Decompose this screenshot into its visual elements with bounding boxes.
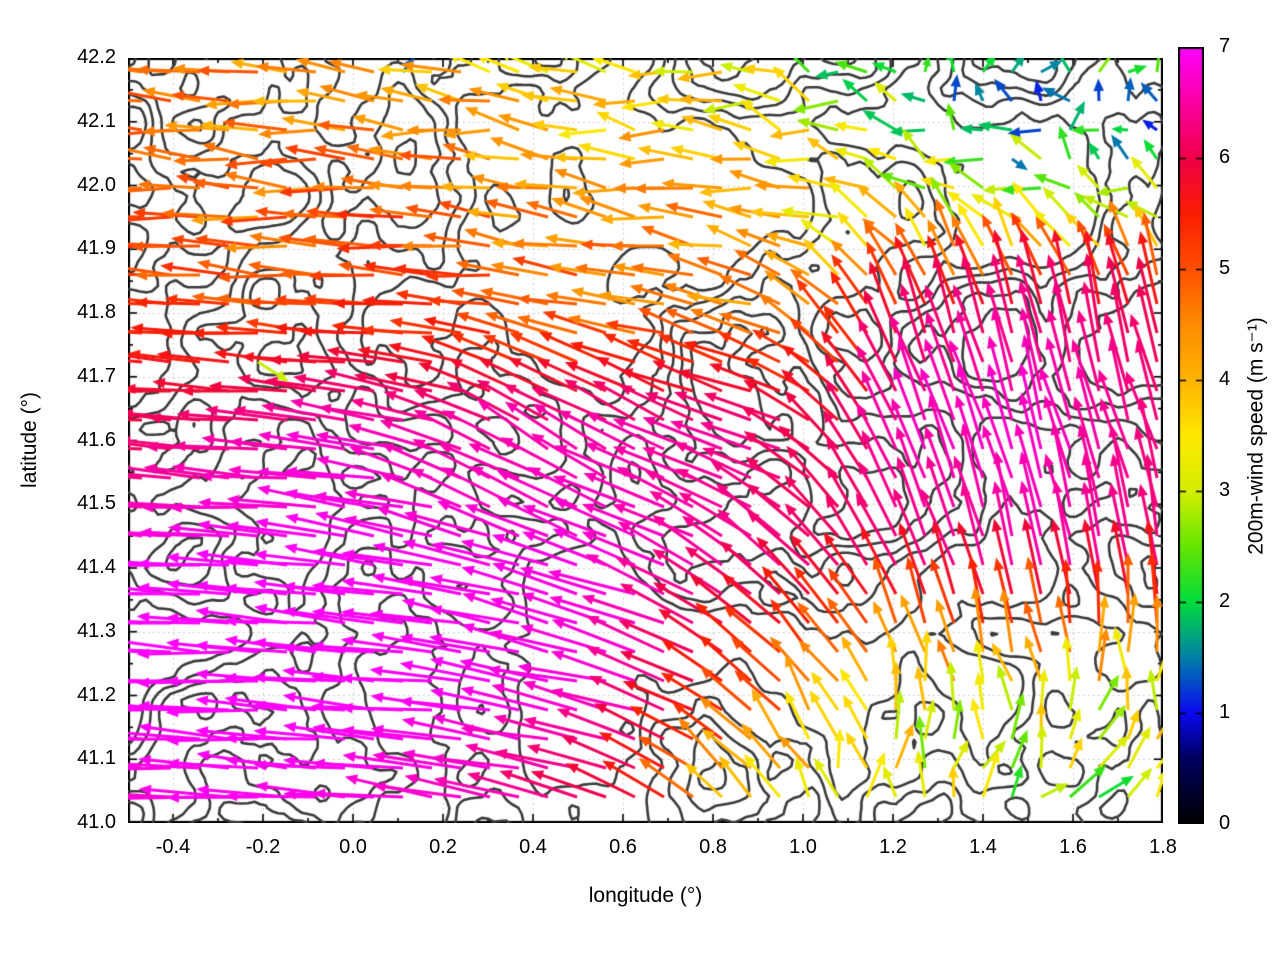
- y-tick-label: 42.0: [77, 173, 116, 196]
- y-tick-label: 41.9: [77, 237, 116, 260]
- colorbar-tick-label: 2: [1219, 590, 1231, 612]
- colorbar-tick-label: 5: [1219, 257, 1231, 279]
- y-axis-title: latitude (°): [18, 392, 41, 488]
- colorbar-tick-label: 7: [1219, 35, 1231, 57]
- x-tick-label: 1.8: [1149, 836, 1177, 858]
- y-tick-label: 41.3: [77, 619, 116, 642]
- y-tick-label: 41.7: [77, 364, 116, 387]
- colorbar-tick-label: 6: [1219, 146, 1231, 168]
- y-tick-label: 42.2: [77, 46, 116, 68]
- y-tick-label: 41.5: [77, 492, 116, 515]
- plot-area: [128, 58, 1163, 823]
- x-tick-label: 1.6: [1059, 836, 1087, 858]
- y-tick-label: 42.1: [77, 109, 116, 132]
- colorbar: [1178, 47, 1204, 824]
- colorbar-tick-label: 4: [1219, 368, 1231, 390]
- x-tick-label: -0.2: [245, 836, 281, 858]
- x-tick-label: 1.4: [969, 836, 997, 858]
- colorbar-title: 200m-wind speed (m s⁻¹): [1244, 317, 1268, 555]
- y-tick-label: 41.8: [77, 301, 116, 323]
- y-tick-label: 41.6: [77, 428, 116, 451]
- y-tick-label: 41.4: [77, 556, 116, 578]
- x-tick-label: 1.0: [789, 836, 817, 858]
- x-tick-label: 0.4: [519, 836, 547, 858]
- x-tick-label: 0.6: [609, 836, 637, 858]
- vector-field-canvas: [128, 58, 1163, 823]
- x-tick-label: 0.8: [699, 836, 727, 858]
- x-axis-title: longitude (°): [588, 884, 703, 907]
- x-tick-label: 1.2: [879, 836, 907, 858]
- y-tick-label: 41.1: [77, 747, 116, 770]
- colorbar-tick-label: 3: [1219, 479, 1231, 501]
- y-tick-label: 41.0: [77, 811, 116, 833]
- colorbar-tick-label: 1: [1219, 701, 1231, 723]
- x-tick-label: 0.0: [339, 836, 367, 858]
- x-tick-label: 0.2: [429, 836, 457, 858]
- colorbar-gradient-canvas: [1178, 47, 1204, 824]
- x-tick-label: -0.4: [155, 836, 191, 858]
- y-tick-label: 41.2: [77, 683, 116, 706]
- colorbar-tick-label: 0: [1219, 812, 1231, 834]
